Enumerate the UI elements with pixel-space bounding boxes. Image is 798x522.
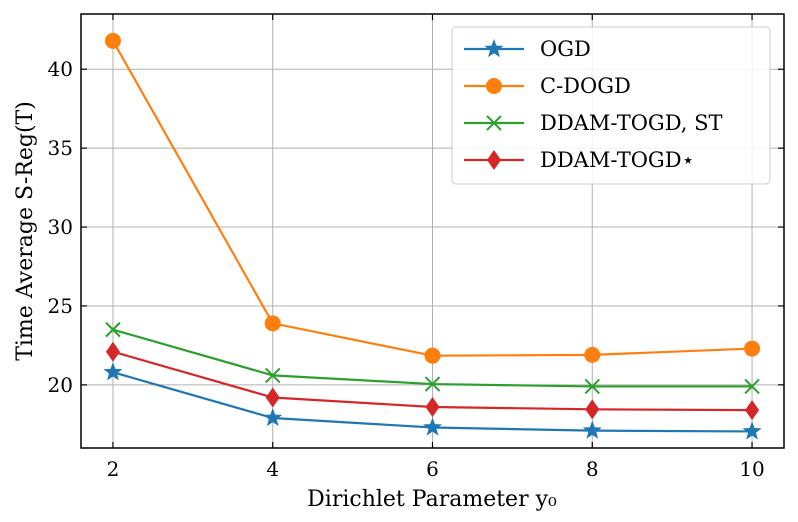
data-point [585, 399, 600, 420]
x-tick-label: 4 [266, 457, 279, 481]
y-tick-label: 35 [48, 136, 73, 160]
data-point [742, 421, 762, 440]
data-point [105, 341, 120, 362]
legend: OGD C-DOGD DDAM-TOGD, ST DDAM-TOGD⋆ [451, 26, 771, 185]
data-point [745, 400, 760, 421]
x-tick-label: 6 [426, 457, 439, 481]
data-point [744, 378, 760, 395]
legend-entry: DDAM-TOGD, ST [464, 111, 723, 135]
data-point [104, 32, 121, 49]
plot-frame [80, 13, 785, 449]
legend-marker [487, 150, 501, 170]
x-tick-label: 10 [739, 457, 764, 481]
data-point [264, 315, 281, 332]
legend-label: C-DOGD [540, 74, 631, 98]
legend-entry: C-DOGD [464, 74, 631, 98]
y-axis-label: Time Average S-Reg(T) [13, 101, 38, 361]
legend-marker [486, 78, 502, 94]
data-point [105, 321, 121, 338]
legend-label: DDAM-TOGD⋆ [540, 148, 695, 172]
y-tick-label: 25 [48, 294, 73, 318]
y-tick-label: 40 [48, 57, 73, 81]
y-tick-label: 20 [48, 373, 73, 397]
x-axis-label: Dirichlet Parameter y₀ [307, 487, 557, 512]
x-tick-label: 2 [107, 457, 120, 481]
legend-box [451, 26, 771, 185]
series-ogd [103, 362, 762, 440]
data-point [744, 340, 761, 357]
data-point [425, 396, 440, 417]
series-layer [103, 32, 762, 440]
legend-marker [486, 115, 502, 131]
data-point [265, 387, 280, 408]
data-point [424, 347, 441, 364]
series-ddam-togd-st [105, 321, 760, 395]
legend-label: DDAM-TOGD, ST [540, 111, 723, 135]
legend-entry: DDAM-TOGD⋆ [464, 148, 695, 172]
data-point [584, 378, 600, 395]
data-point [582, 420, 602, 439]
series-c-dogd [104, 32, 761, 364]
data-point [103, 362, 123, 381]
legend-marker [484, 39, 504, 58]
data-point [265, 367, 281, 384]
ticks: 2 4 6 8 10 20 25 30 35 40 [48, 14, 784, 481]
data-point [424, 376, 441, 392]
y-tick-label: 30 [48, 215, 73, 239]
series-ddam-togd- [105, 341, 760, 421]
data-point [263, 408, 283, 427]
data-point [584, 346, 601, 363]
legend-entry: OGD [464, 37, 591, 61]
x-tick-label: 8 [586, 457, 599, 481]
data-point [422, 417, 443, 436]
legend-label: OGD [540, 37, 591, 61]
